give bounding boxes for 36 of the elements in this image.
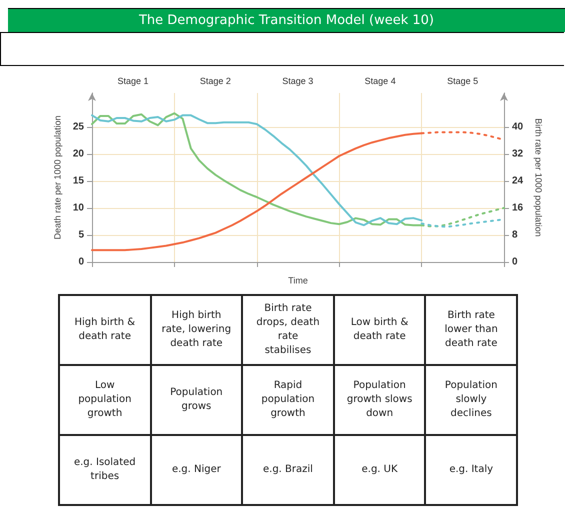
text: Stage 3 (281, 76, 314, 86)
text: Stage 5 (446, 76, 480, 86)
y-axis-title: Death rate per 1000 population (52, 115, 62, 240)
x-axis-title: Time (288, 276, 308, 286)
y-tick-label: 0 (78, 256, 84, 268)
y2-tick-label: 40 (512, 121, 524, 132)
y-tick-label: 10 (72, 202, 84, 214)
y-tick-label: 20 (72, 148, 84, 160)
y2-axis-title: Birth rate per 1000 population (534, 118, 544, 237)
y-tick-label: 25 (72, 121, 84, 132)
text: Stage 2 (198, 76, 232, 86)
text: High birth & death rate (59, 295, 151, 365)
y2-tick-label: 32 (512, 148, 524, 160)
y-tick-label: 5 (78, 229, 84, 240)
text: e.g. Brazil (242, 435, 334, 505)
text: Low birth & death rate (334, 295, 426, 365)
text: Low population growth (59, 365, 151, 435)
text: Population grows (150, 365, 242, 435)
y2-tick-label: 24 (512, 175, 524, 186)
y2-tick-label: 8 (512, 229, 518, 240)
chart-title: The Demographic Transition Model (week 10) (8, 8, 565, 32)
text: e.g. Isolated tribes (59, 435, 151, 505)
y2-tick-label: 16 (512, 202, 524, 214)
text: Stage 4 (364, 76, 397, 86)
text: e.g. Niger (150, 435, 242, 505)
text: Birth rate drops, death rate stabilises (242, 295, 334, 365)
text: e.g. UK (334, 435, 426, 505)
text: Population growth slows down (334, 365, 426, 435)
text: Stage 1 (116, 76, 150, 86)
text: Population slowly declines (425, 365, 517, 435)
text: Birth rate lower than death rate (425, 295, 517, 365)
text: High birth rate, lowering death rate (150, 295, 242, 365)
y-tick-label: 15 (72, 175, 84, 186)
text: Rapid population growth (242, 365, 334, 435)
text: e.g. Italy (425, 435, 517, 505)
y2-tick-label: 0 (512, 256, 518, 268)
